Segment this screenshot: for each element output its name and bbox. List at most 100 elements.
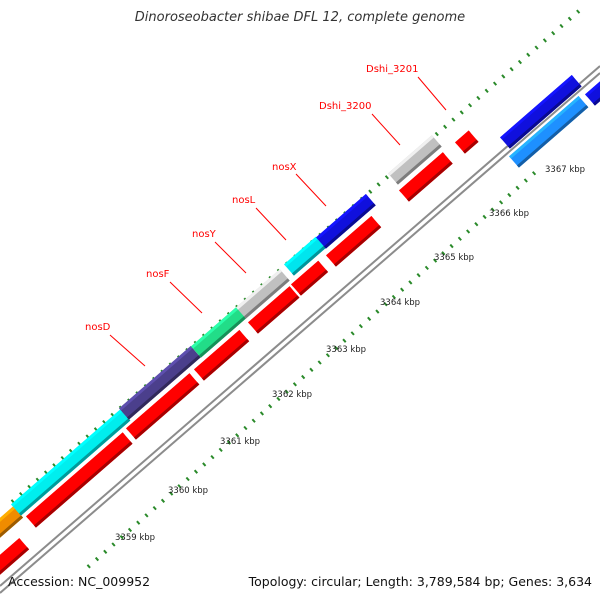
inner-segment-bevel (26, 432, 125, 519)
outer-dshi_3200-feature[interactable] (388, 135, 442, 185)
outer-segment-feature[interactable] (500, 75, 582, 149)
inner-dshi_3201-body (455, 130, 479, 154)
kbp-tick-label: 3364 kbp (380, 298, 420, 308)
backbone-line-inner (0, 72, 600, 594)
kbp-tick-label: 3361 kbp (220, 437, 260, 447)
inner-segment-shadow (133, 382, 200, 440)
dshi-3200-label[interactable]: Dshi_3200 (319, 101, 371, 112)
inner-segment-shadow (516, 105, 589, 168)
outer-nosx-feature[interactable] (316, 194, 376, 249)
backbone-line-outer (0, 65, 600, 587)
outer-nosl-bevel (284, 236, 318, 267)
kbp-tick-label: 3365 kbp (434, 253, 474, 263)
nosx-label[interactable]: nosX (272, 162, 297, 173)
inner-segment-body (194, 329, 250, 381)
kbp-tick-label: 3362 kbp (272, 390, 312, 400)
outer-segment-shadow (18, 418, 131, 516)
inner-segment-body (326, 215, 382, 267)
kbp-tick-label: 3367 kbp (545, 165, 585, 175)
inner-segment-bevel (0, 538, 22, 559)
outer-nosf-feature[interactable] (191, 306, 247, 358)
outer-dshi_3200-bevel (388, 135, 434, 176)
gene-callouts: nosD nosF nosY nosL nosX Dshi_3200 Dshi_3201 (85, 64, 447, 367)
inner-segment-feature[interactable] (194, 329, 250, 381)
outer-dshi_3200-shadow (395, 144, 442, 185)
kbp-scale: 3359 kbp 3360 kbp 3361 kbp 3362 kbp 3363 kbp… (115, 165, 585, 543)
inner-segment-shadow (298, 269, 329, 296)
inner-dshi_3201-feature[interactable] (455, 130, 479, 154)
outer-segment-shadow (592, 97, 600, 106)
inner-dshi_3201-bevel (455, 130, 471, 145)
nosf-callout-line (169, 281, 203, 314)
outer-nosd-bevel (119, 346, 193, 411)
kbp-tick-label: 3359 kbp (115, 533, 155, 543)
kbp-tick-label: 3363 kbp (326, 345, 366, 355)
outer-nosl-feature[interactable] (284, 236, 326, 276)
inner-tick-track (86, 166, 542, 569)
outer-nosd-shadow (126, 355, 201, 420)
outer-nosx-body (316, 194, 376, 249)
outer-segment-feature[interactable] (0, 506, 24, 538)
map-title: Dinoroseobacter shibae DFL 12, complete … (134, 10, 466, 25)
inner-segment-bevel (194, 329, 242, 372)
inner-segment-body (291, 260, 329, 296)
inner-segment-feature[interactable] (291, 260, 329, 296)
outer-nosd-body (119, 346, 201, 420)
nosf-label[interactable]: nosF (146, 269, 170, 280)
inner-segment-feature[interactable] (126, 373, 200, 440)
inner-segment-shadow (0, 547, 30, 575)
outer-segment-body (11, 409, 131, 516)
outer-nosf-bevel (191, 306, 239, 349)
nosd-callout-line (109, 334, 146, 367)
outer-segment-bevel (0, 506, 16, 522)
inner-dshi_3201-shadow (462, 139, 479, 154)
accession-text: Accession: NC_009952 (8, 574, 151, 589)
inner-segment-shadow (333, 225, 382, 267)
outer-nosl-shadow (291, 245, 326, 276)
inner-segment-body (126, 373, 200, 440)
inner-segment-body (509, 95, 589, 168)
dshi-3201-label[interactable]: Dshi_3201 (366, 64, 418, 75)
nosd-label[interactable]: nosD (85, 322, 111, 333)
nosy-label[interactable]: nosY (192, 229, 217, 240)
outer-segment-bevel (585, 81, 600, 97)
outer-nosx-shadow (323, 203, 376, 249)
nosl-callout-line (255, 207, 287, 241)
outer-segment-bevel (500, 75, 574, 140)
nosx-callout-line (295, 173, 327, 207)
outer-nosy-feature[interactable] (236, 269, 290, 319)
inner-segment-bevel (509, 95, 581, 159)
inner-segment-bevel (126, 373, 192, 431)
inner-segment-shadow (33, 441, 133, 528)
inner-segment-body (26, 432, 133, 528)
inner-segment-feature[interactable] (26, 432, 133, 528)
outer-nosd-feature[interactable] (119, 346, 201, 420)
inner-segment-feature[interactable] (509, 95, 589, 168)
inner-segment-feature[interactable] (0, 538, 30, 576)
inner-segment-feature[interactable] (399, 152, 453, 202)
inner-segment-bevel (291, 260, 321, 287)
outer-segment-bevel (11, 409, 123, 507)
inner-segment-bevel (399, 152, 445, 193)
kbp-tick-label: 3366 kbp (489, 209, 529, 219)
inner-segment-feature[interactable] (248, 286, 300, 334)
outer-segment-feature[interactable] (11, 409, 131, 516)
dshi-3201-callout-line (417, 76, 447, 111)
outer-nosy-bevel (236, 269, 282, 310)
outer-dshi_3200-body (388, 135, 442, 185)
inner-segment-shadow (406, 161, 453, 202)
dshi-3200-callout-line (371, 113, 401, 146)
inner-segment-bevel (326, 215, 374, 258)
outer-feature-ring (0, 75, 600, 538)
inner-segment-body (399, 152, 453, 202)
outer-segment-shadow (507, 84, 582, 149)
outer-nosy-shadow (243, 278, 290, 319)
outer-segment-feature[interactable] (585, 81, 600, 106)
inner-segment-feature[interactable] (326, 215, 382, 267)
outer-segment-shadow (0, 515, 24, 538)
nosl-label[interactable]: nosL (232, 195, 256, 206)
kbp-tick-label: 3360 kbp (168, 486, 208, 496)
inner-segment-shadow (201, 339, 250, 381)
